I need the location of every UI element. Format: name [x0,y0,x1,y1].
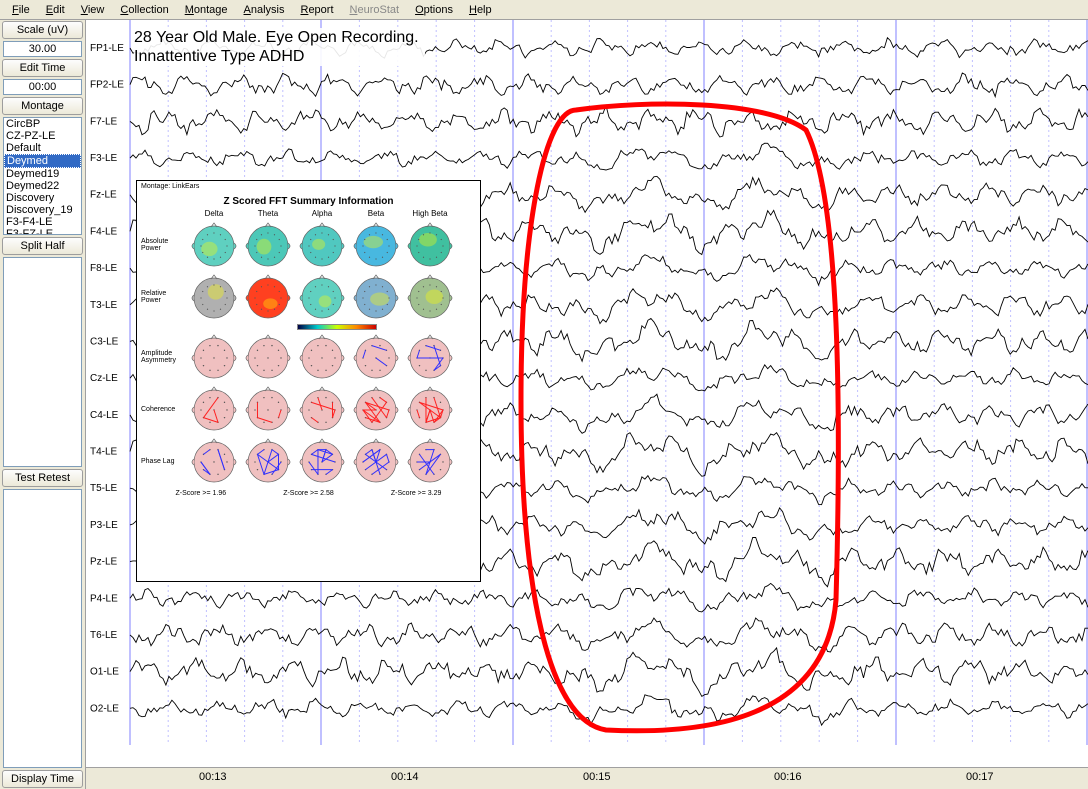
svg-text:T4-LE: T4-LE [90,447,118,458]
brainmap-head [242,273,294,321]
montage-item[interactable]: Deymed22 [4,180,81,192]
brainmap-head [296,437,348,485]
brainmap-head [350,333,402,381]
svg-text:O2-LE: O2-LE [90,703,119,714]
time-tick: 00:13 [199,771,227,783]
montage-item[interactable]: CircBP [4,118,81,130]
brainmap-head [296,273,348,321]
menubar: FileEditViewCollectionMontageAnalysisRep… [0,0,1088,20]
brainmap-head [188,273,240,321]
brainmap-head [350,221,402,269]
time-axis: 00:13 00:14 00:15 00:16 00:17 [86,767,1088,789]
caption-line2: Innattentive Type ADHD [134,47,419,66]
menu-view[interactable]: View [73,2,113,18]
montage-item[interactable]: Discovery [4,192,81,204]
scale-input[interactable] [3,41,82,57]
svg-text:Pz-LE: Pz-LE [90,557,118,568]
brainmap-head [296,385,348,433]
brainmap-head [188,333,240,381]
brainmap-panel: Montage: LinkEarsZ Scored FFT Summary In… [136,180,481,582]
time-tick: 00:15 [583,771,611,783]
montage-item[interactable]: Deymed19 [4,168,81,180]
svg-text:T5-LE: T5-LE [90,483,118,494]
time-tick: 00:17 [966,771,994,783]
brainmap-head [188,437,240,485]
menu-montage[interactable]: Montage [177,2,236,18]
svg-text:FP1-LE: FP1-LE [90,43,124,54]
test-retest-panel [3,489,82,768]
montage-item[interactable]: CZ-PZ-LE [4,130,81,142]
svg-text:Cz-LE: Cz-LE [90,373,118,384]
montage-item[interactable]: Default [4,142,81,154]
menu-report[interactable]: Report [292,2,341,18]
svg-text:C3-LE: C3-LE [90,336,119,347]
svg-text:F8-LE: F8-LE [90,263,118,274]
time-tick: 00:14 [391,771,419,783]
brainmap-head [296,333,348,381]
brainmap-head [404,385,456,433]
menu-collection[interactable]: Collection [112,2,176,18]
menu-help[interactable]: Help [461,2,500,18]
brainmap-head [404,221,456,269]
edit-time-button[interactable]: Edit Time [2,59,83,77]
menu-options[interactable]: Options [407,2,461,18]
svg-text:Fz-LE: Fz-LE [90,190,117,201]
svg-text:F4-LE: F4-LE [90,226,118,237]
chart-area: FP1-LE FP2-LE F7-LE F3-LE Fz-LE F4-LE F8-LE T3-… [86,20,1088,789]
brainmap-head [242,333,294,381]
montage-button[interactable]: Montage [2,97,83,115]
svg-text:P4-LE: P4-LE [90,593,118,604]
brainmap-head [404,333,456,381]
split-half-button[interactable]: Split Half [2,237,83,255]
montage-item[interactable]: F3-F4-LE [4,216,81,228]
menu-neurostat: NeuroStat [342,2,408,18]
svg-text:F7-LE: F7-LE [90,116,118,127]
brainmap-head [296,221,348,269]
brainmap-head [242,385,294,433]
scale-header[interactable]: Scale (uV) [2,21,83,39]
overlay-caption: 28 Year Old Male. Eye Open Recording. In… [134,28,425,66]
montage-listbox[interactable]: CircBPCZ-PZ-LEDefaultDeymedDeymed19Deyme… [3,117,82,235]
svg-text:C4-LE: C4-LE [90,410,119,421]
menu-edit[interactable]: Edit [38,2,73,18]
svg-text:O1-LE: O1-LE [90,667,119,678]
svg-text:T3-LE: T3-LE [90,300,118,311]
brainmap-head [242,437,294,485]
menu-file[interactable]: File [4,2,38,18]
brainmap-head [188,221,240,269]
brainmap-head [350,385,402,433]
svg-text:P3-LE: P3-LE [90,520,118,531]
svg-text:F3-LE: F3-LE [90,153,118,164]
display-time-button[interactable]: Display Time [2,770,83,788]
split-half-panel [3,257,82,467]
edit-time-input[interactable] [3,79,82,95]
sidebar: Scale (uV) Edit Time Montage CircBPCZ-PZ… [0,20,86,789]
brainmap-head [404,437,456,485]
svg-text:T6-LE: T6-LE [90,630,118,641]
brainmap-head [404,273,456,321]
montage-item[interactable]: Deymed [4,154,81,168]
brainmap-head [242,221,294,269]
svg-text:FP2-LE: FP2-LE [90,80,124,91]
brainmap-head [350,273,402,321]
brainmap-head [188,385,240,433]
brainmap-head [350,437,402,485]
caption-line1: 28 Year Old Male. Eye Open Recording. [134,28,419,47]
montage-item[interactable]: F3-FZ-LE [4,228,81,235]
main: Scale (uV) Edit Time Montage CircBPCZ-PZ… [0,20,1088,789]
menu-analysis[interactable]: Analysis [236,2,293,18]
montage-item[interactable]: Discovery_19 [4,204,81,216]
test-retest-button[interactable]: Test Retest [2,469,83,487]
time-tick: 00:16 [774,771,802,783]
